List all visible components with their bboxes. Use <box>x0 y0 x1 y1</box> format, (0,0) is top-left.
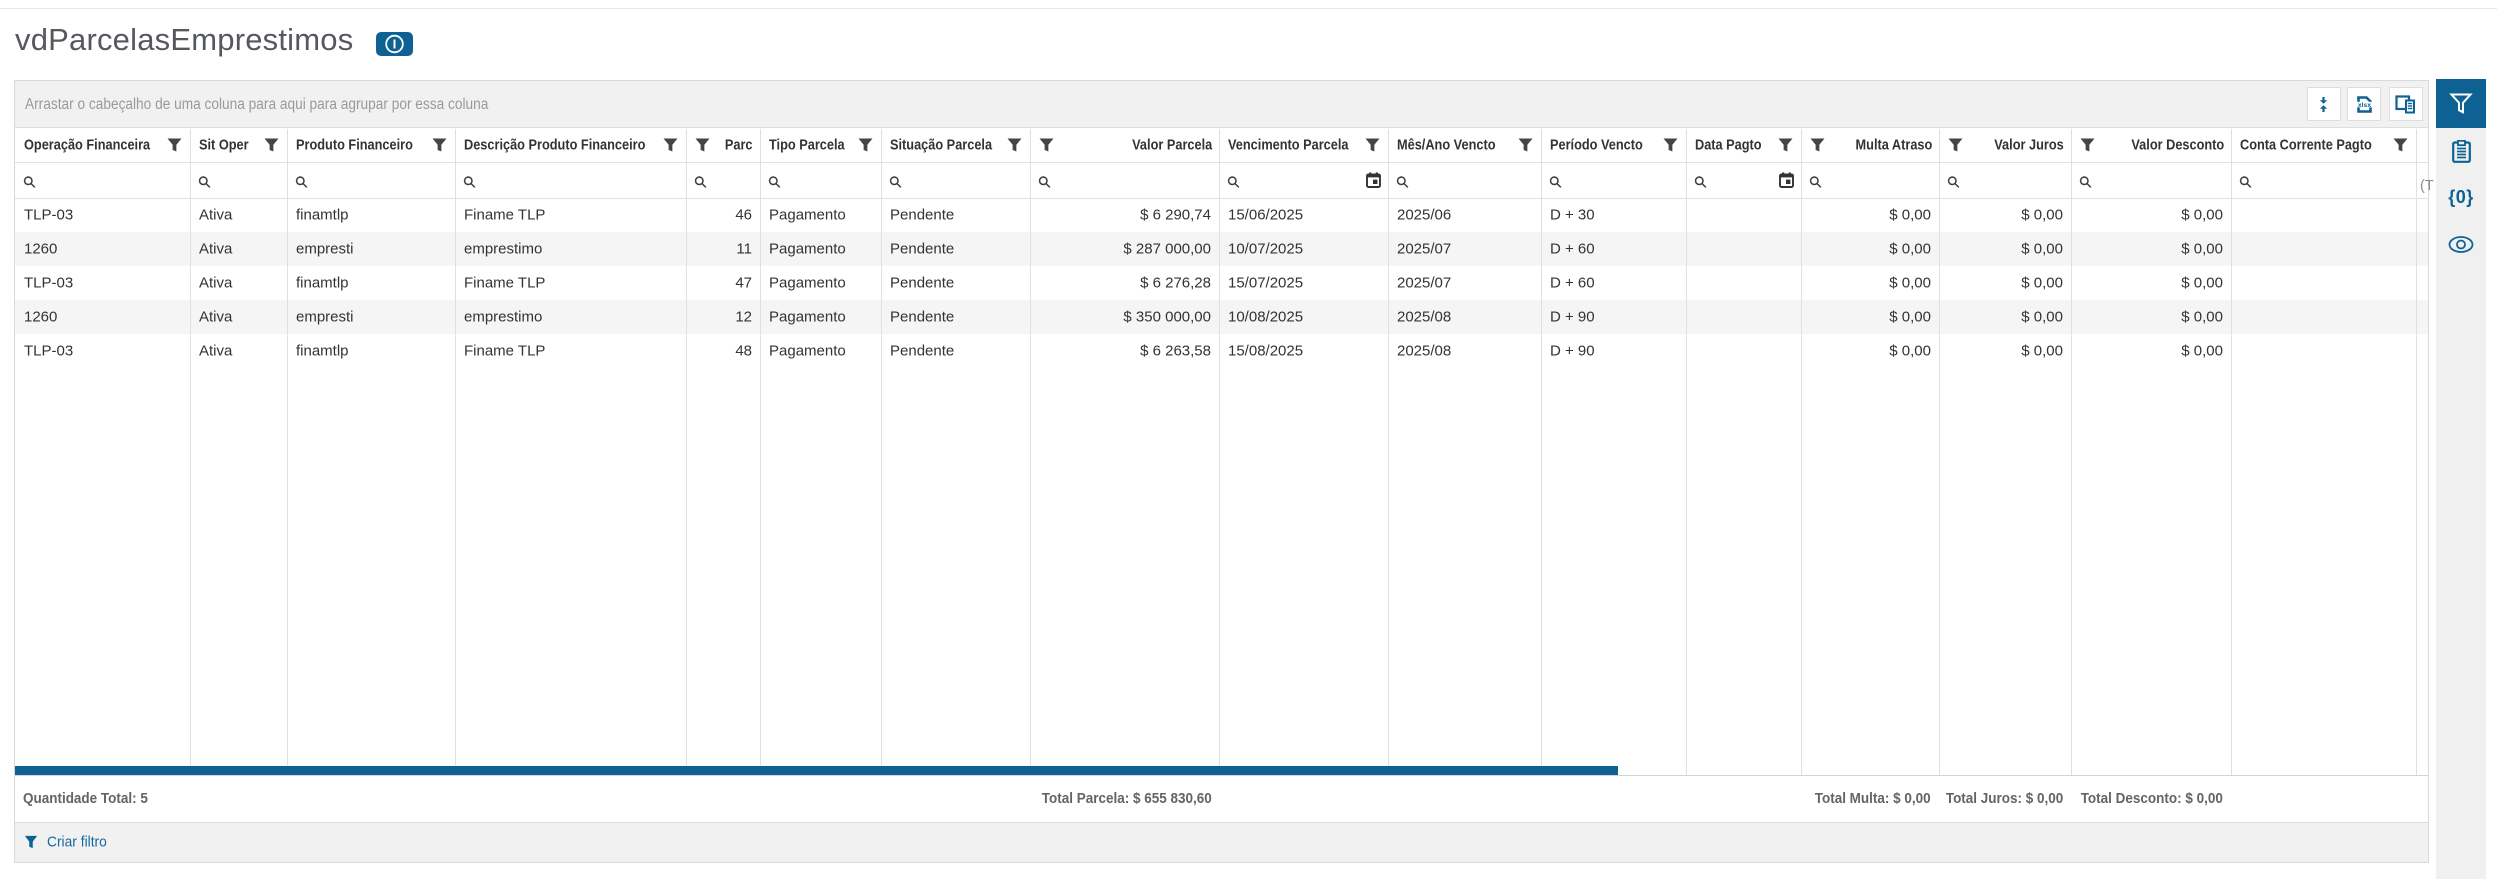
svg-text:xlsx: xlsx <box>2358 101 2371 108</box>
